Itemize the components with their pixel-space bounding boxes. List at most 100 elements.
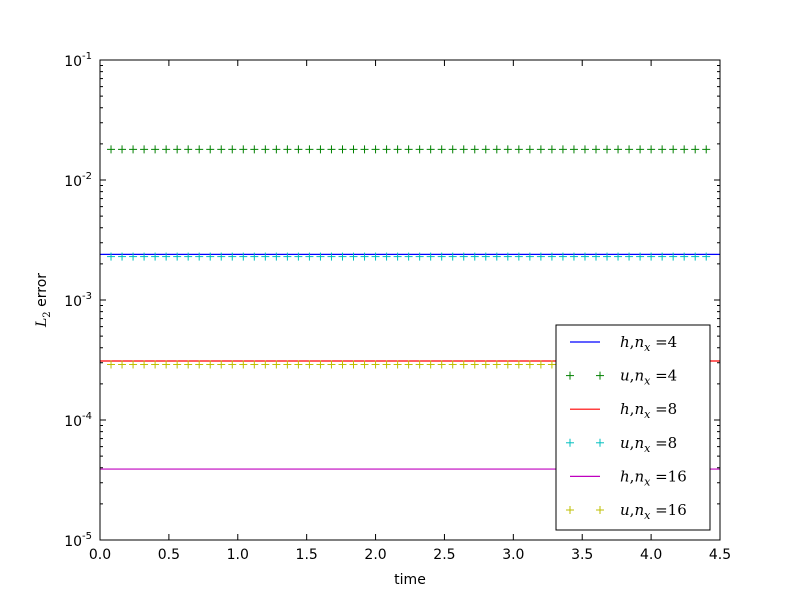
data-point (415, 252, 424, 261)
data-point (525, 252, 534, 261)
y-tick-label-base: 10 (64, 54, 82, 70)
legend-label-part: x (644, 442, 651, 455)
data-point (360, 360, 369, 369)
data-point (647, 252, 656, 261)
legend-swatch-marker (596, 371, 604, 380)
data-point (437, 145, 446, 154)
data-point (305, 145, 314, 154)
legend-label: u,nx =8 (620, 434, 677, 455)
data-point (514, 252, 523, 261)
y-tick-label-base: 10 (64, 414, 82, 430)
data-point (305, 252, 314, 261)
data-point (536, 360, 545, 369)
data-point (404, 252, 413, 261)
y-tick-label-base: 10 (64, 174, 82, 190)
data-point (217, 252, 226, 261)
legend-label: h,nx =4 (620, 333, 677, 354)
y-tick-label-exponent: -3 (82, 291, 92, 302)
data-point (592, 252, 600, 261)
data-point (514, 145, 523, 154)
legend-label-part: , (630, 367, 635, 385)
y-axis-label-rest: error (34, 273, 50, 312)
data-point (536, 145, 545, 154)
data-point (250, 252, 259, 261)
data-point (272, 360, 281, 369)
data-point (459, 252, 468, 261)
legend-label-part: =16 (650, 501, 686, 519)
series-markers-u-n4 (107, 145, 711, 154)
data-point (404, 145, 413, 154)
legend-label-part: x (644, 408, 651, 421)
data-point (151, 360, 160, 369)
legend-label-part: x (644, 475, 651, 488)
data-point (459, 145, 468, 154)
data-point (195, 145, 204, 154)
data-point (338, 252, 347, 261)
legend-label: u,nx =4 (620, 367, 677, 388)
legend-label: u,nx =16 (620, 501, 687, 522)
y-tick-label: 10-4 (64, 411, 92, 430)
data-point (217, 360, 226, 369)
data-point (305, 360, 314, 369)
legend-swatch-marker (566, 438, 574, 447)
data-point (173, 360, 182, 369)
data-point (426, 145, 435, 154)
legend-label: h,nx =16 (620, 467, 687, 488)
data-point (107, 145, 116, 154)
data-point (503, 360, 512, 369)
legend-label-part: n (634, 434, 644, 452)
legend-label-part: x (644, 341, 651, 354)
data-point (294, 252, 303, 261)
data-point (569, 145, 578, 154)
x-tick-label: 2.0 (364, 547, 386, 563)
legend-label-part: n (634, 501, 644, 519)
data-point (702, 145, 711, 154)
y-tick-label-exponent: -4 (82, 411, 92, 422)
data-point (470, 145, 479, 154)
data-point (492, 252, 501, 261)
data-point (239, 145, 248, 154)
data-point (547, 360, 556, 369)
y-axis-label: L2 error (34, 273, 53, 328)
data-point (426, 360, 435, 369)
data-point (228, 145, 237, 154)
data-point (118, 360, 127, 369)
data-point (393, 145, 402, 154)
legend-label-part: x (644, 375, 651, 388)
data-point (492, 360, 501, 369)
legend: h,nx =4u,nx =4h,nx =8u,nx =8h,nx =16u,nx… (555, 324, 711, 531)
data-point (129, 145, 138, 154)
data-point (603, 145, 612, 154)
legend-label-part: u (620, 501, 630, 519)
data-point (294, 145, 303, 154)
data-point (404, 360, 413, 369)
legend-item-h-n16: h,nx =16 (570, 467, 687, 488)
y-tick-label: 10-1 (64, 51, 92, 70)
y-tick-label-exponent: -2 (82, 171, 92, 182)
data-point (173, 252, 182, 261)
data-point (525, 145, 534, 154)
data-point (592, 145, 600, 154)
data-point (481, 145, 490, 154)
data-point (184, 252, 193, 261)
data-point (470, 360, 479, 369)
data-point (680, 252, 689, 261)
legend-swatch-marker (596, 438, 604, 447)
data-point (702, 252, 711, 261)
data-point (151, 145, 160, 154)
data-point (437, 360, 446, 369)
data-point (691, 252, 700, 261)
data-point (327, 252, 336, 261)
y-axis-label-base: L (34, 318, 50, 328)
data-point (503, 252, 512, 261)
legend-item-h-n8: h,nx =8 (570, 400, 677, 421)
data-point (327, 145, 336, 154)
y-tick-label: 10-2 (64, 171, 92, 190)
legend-item-u-n4: u,nx =4 (566, 367, 677, 388)
legend-label-part: n (634, 400, 644, 418)
legend-swatch-marker (596, 506, 604, 514)
y-tick-label-exponent: -1 (82, 51, 92, 62)
data-point (514, 360, 523, 369)
data-point (625, 145, 634, 154)
legend-item-h-n4: h,nx =4 (570, 333, 677, 354)
